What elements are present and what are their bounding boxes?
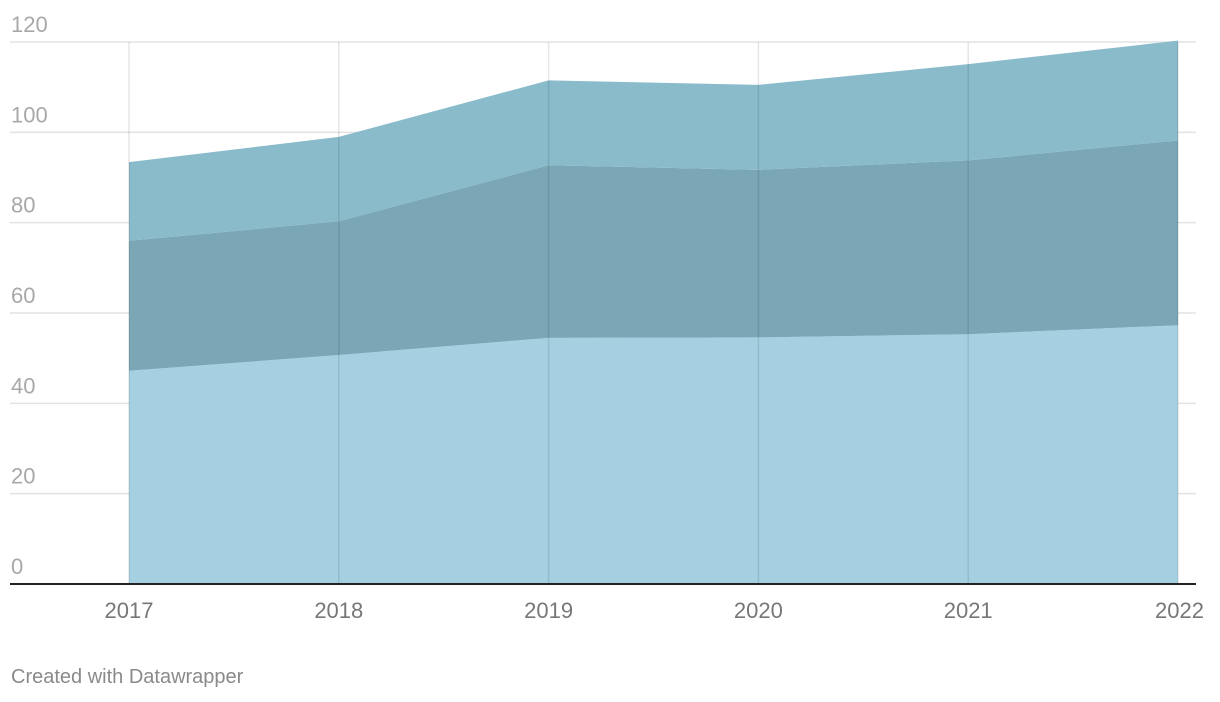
x-tick-label: 2018 [314,598,363,623]
vertical-gridlines [128,42,1179,584]
x-tick-label: 2020 [734,598,783,623]
y-tick-label: 120 [11,12,48,37]
area-chart: 0 20 40 60 80 100 120 2017 2018 2019 2020 2021 2022 [10,12,1204,623]
x-tick-label: 2017 [105,598,154,623]
y-tick-label: 20 [11,464,35,489]
y-tick-label: 100 [11,102,48,127]
y-tick-label: 40 [11,373,35,398]
y-tick-label: 80 [11,193,35,218]
x-tick-label: 2019 [524,598,573,623]
y-tick-label: 0 [11,554,23,579]
x-tick-label: 2022 [1155,598,1204,623]
y-tick-label: 60 [11,283,35,308]
x-tick-label: 2021 [944,598,993,623]
area-series-1 [129,325,1178,584]
tick-labels: 0 20 40 60 80 100 120 2017 2018 2019 2020 2021 2022 [11,12,1204,623]
area-series-3 [129,40,1178,241]
credit-text: Created with Datawrapper [11,666,244,688]
area-series-2 [129,140,1178,371]
area-series [129,40,1178,584]
